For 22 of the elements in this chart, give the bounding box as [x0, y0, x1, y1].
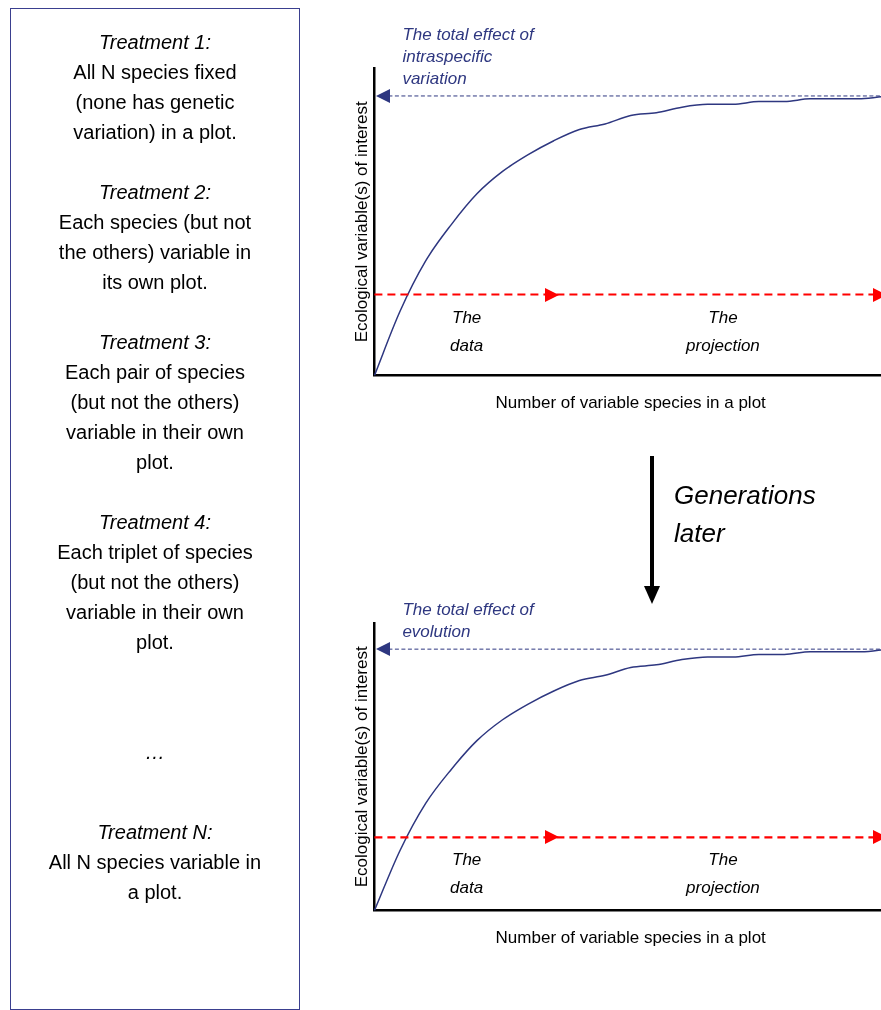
- text: Treatment 4:: [98, 510, 212, 535]
- annotation: The projection: [685, 307, 760, 355]
- annotation: The data: [450, 850, 484, 898]
- text: All N species fixed (none has genetic variation) in a plot.: [72, 60, 238, 145]
- text: Treatment 1:: [98, 30, 212, 55]
- text: …: [144, 740, 166, 765]
- text: Each triplet of species (but not the others) variable in their own plot.: [56, 540, 254, 655]
- text: Each pair of species (but not the others) variable in their own plot.: [63, 360, 247, 475]
- text: Treatment 2:: [98, 180, 212, 205]
- y-axis-title: Ecological variable(s) of interest: [351, 646, 371, 888]
- text: Generations later: [674, 479, 817, 550]
- text: All N species variable in a plot.: [47, 850, 263, 905]
- y-axis-title: Ecological variable(s) of interest: [351, 101, 371, 343]
- text: Treatment N:: [96, 820, 214, 845]
- annotation: The data: [450, 307, 484, 355]
- text: Each species (but not the others) variable in its own plot.: [57, 210, 253, 295]
- ref-line-label: The total effect of intraspecific variation: [402, 24, 537, 88]
- annotation: The projection: [685, 850, 760, 898]
- x-axis-title: Number of variable species in a plot: [495, 393, 767, 413]
- x-axis-title: Number of variable species in a plot: [495, 928, 767, 948]
- text: Treatment 3:: [98, 330, 212, 355]
- ref-line-label: The total effect of evolution: [402, 600, 537, 642]
